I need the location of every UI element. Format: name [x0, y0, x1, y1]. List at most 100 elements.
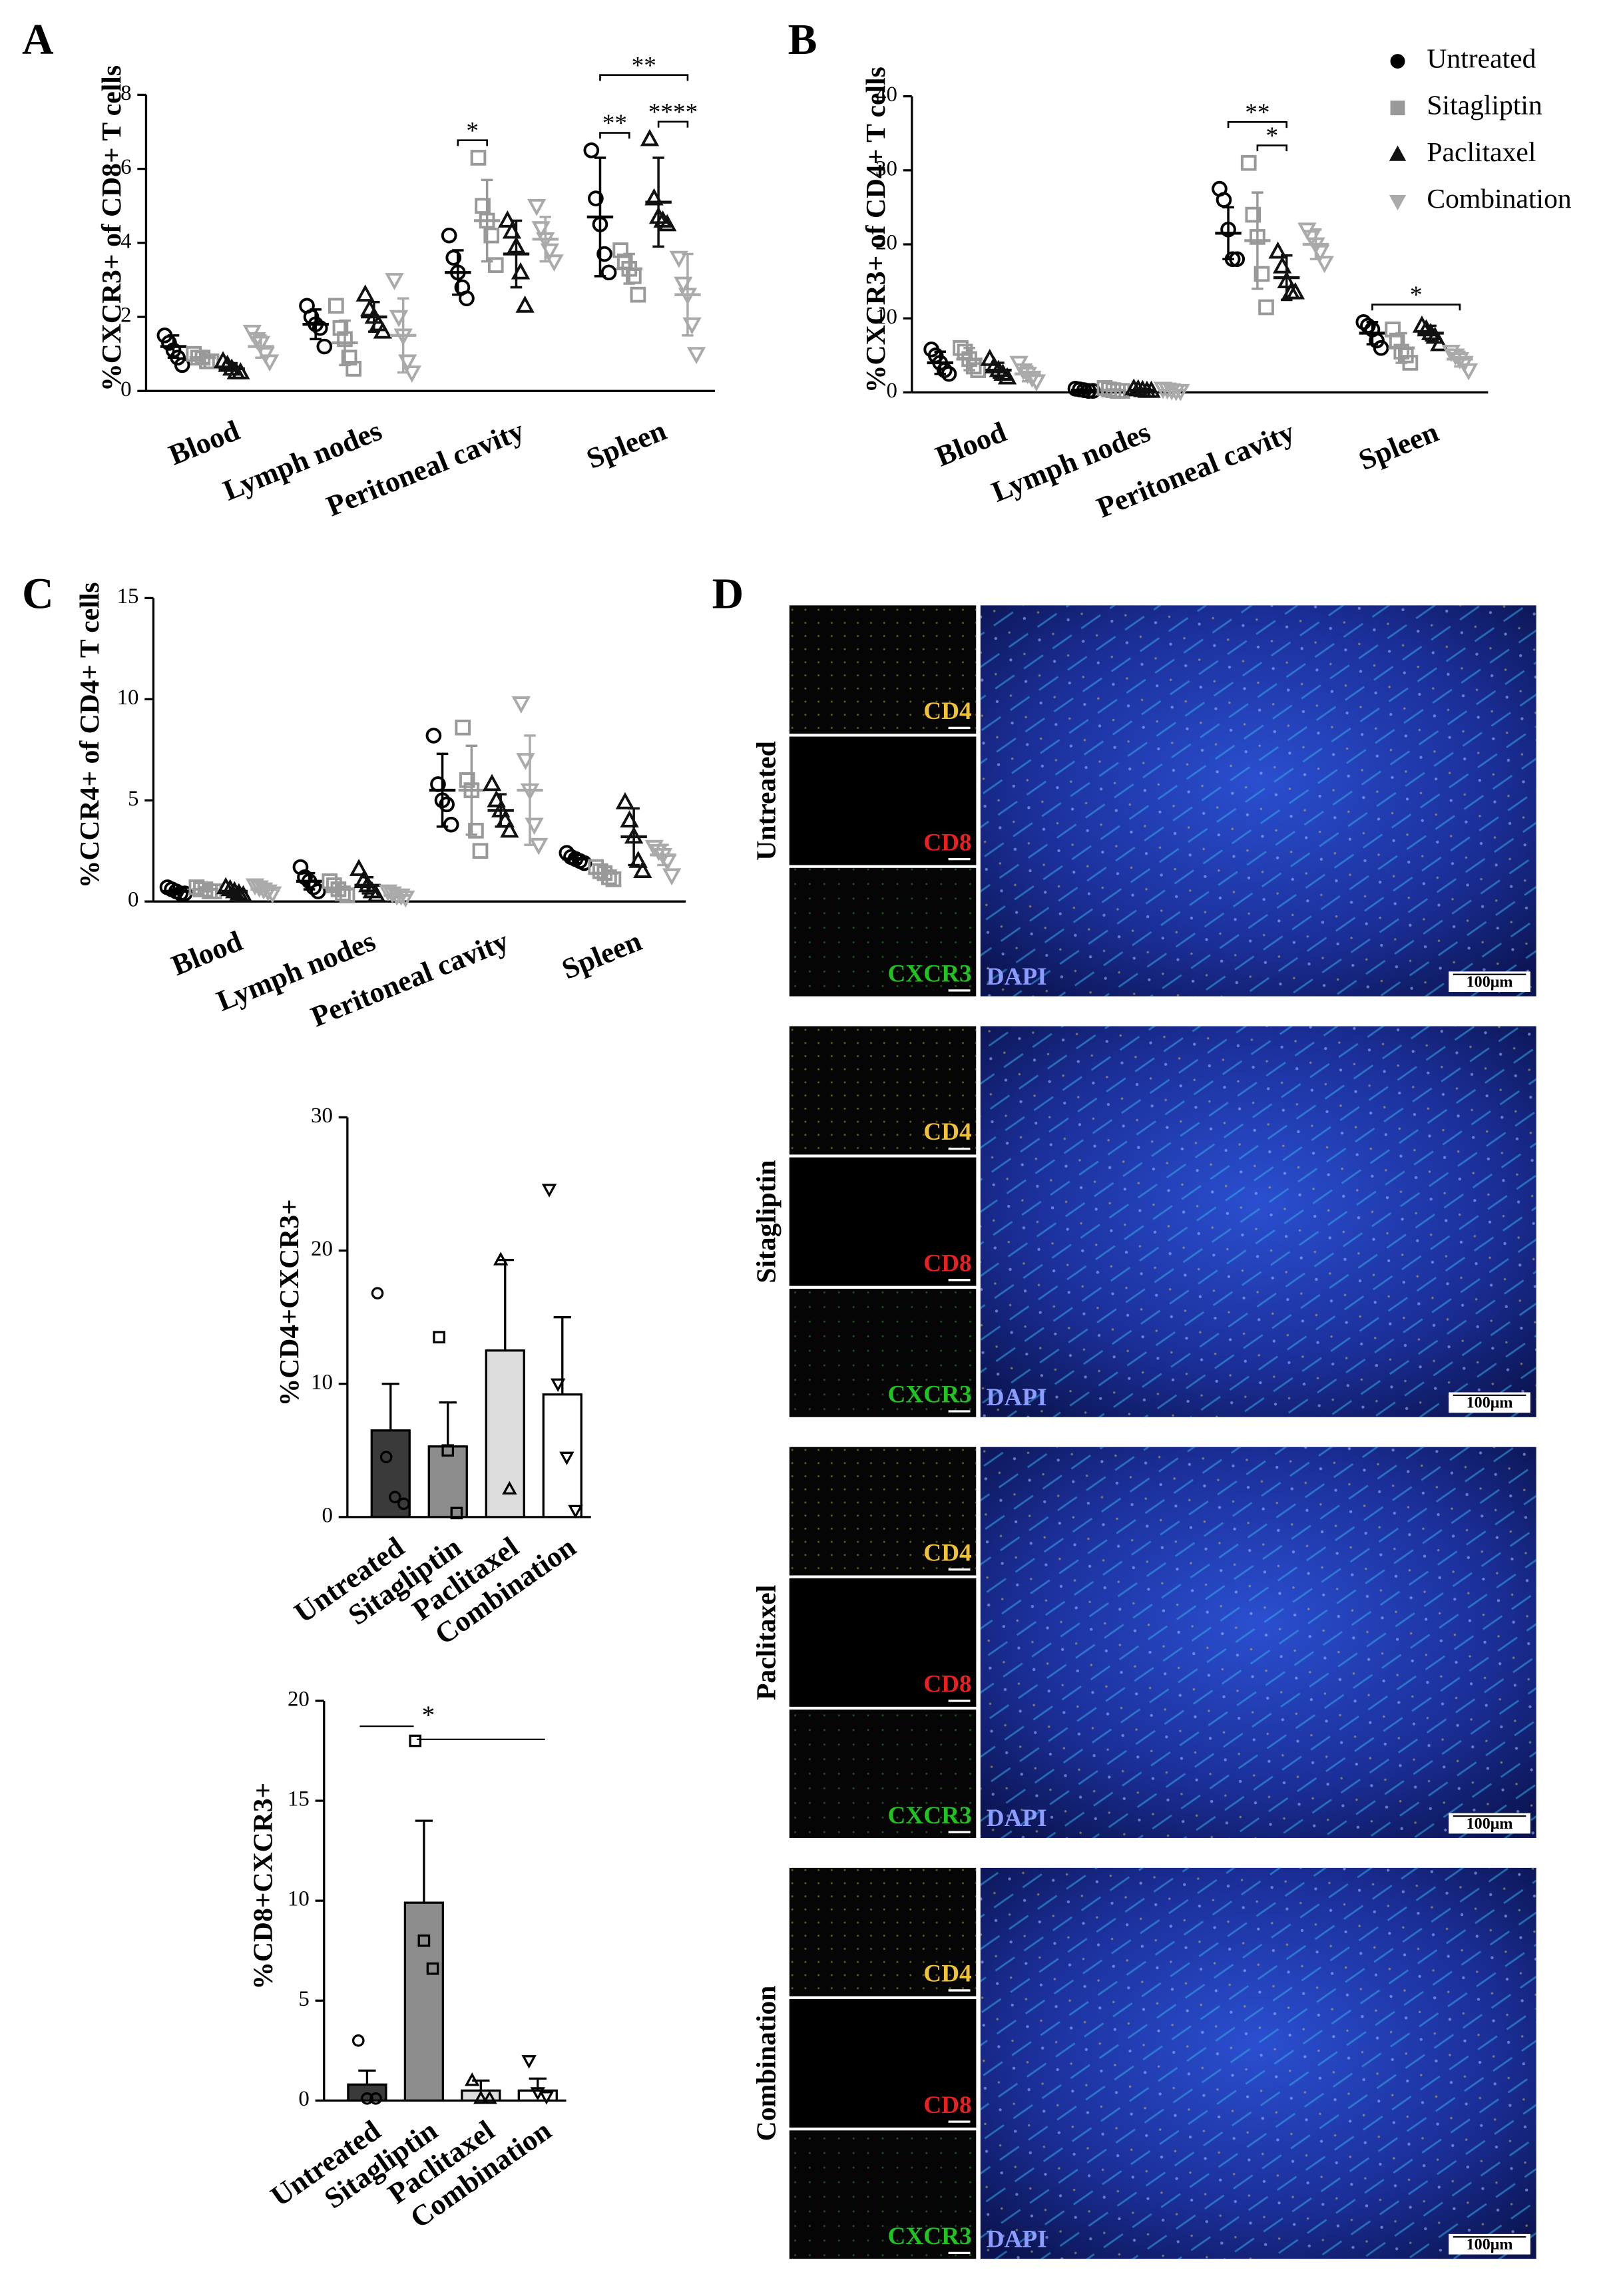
data-point: [541, 1184, 557, 1198]
y-tick-label: 10: [311, 1370, 333, 1394]
row-label: Sitagliptin: [752, 1160, 782, 1283]
significance-label: *: [1265, 122, 1278, 150]
scale-label: 100μm: [1467, 1395, 1513, 1412]
panel-letter: C: [22, 569, 53, 618]
channel-label: CD8: [923, 1250, 971, 1277]
scale-label: 100μm: [1467, 973, 1513, 991]
significance-bracket: [599, 132, 630, 139]
scale-label: 100μm: [1467, 1815, 1513, 1833]
data-point: [472, 843, 489, 859]
data-point: [1268, 241, 1287, 259]
y-tick-label: 0: [322, 1503, 332, 1527]
y-tick-label: 20: [288, 1688, 310, 1712]
data-point: [483, 227, 500, 244]
data-point: [459, 772, 475, 788]
legend-label: Untreated: [1427, 44, 1536, 75]
counterstain-label: DAPI: [987, 2225, 1047, 2253]
data-point: [1459, 363, 1479, 381]
data-point: [216, 877, 236, 895]
data-point: [470, 150, 487, 166]
data-point: [1245, 206, 1261, 223]
channel-label: CD8: [923, 829, 971, 856]
data-point: [335, 885, 351, 901]
significance-label: *: [1410, 282, 1423, 309]
row-label: Untreated: [752, 741, 782, 861]
data-point: [468, 823, 484, 839]
data-point: [1430, 334, 1449, 351]
data-point: [174, 357, 190, 373]
data-point: [539, 2091, 555, 2105]
data-point: [644, 839, 664, 857]
data-point: [630, 286, 646, 303]
data-point: [1258, 299, 1274, 316]
x-tick-label: Blood: [931, 416, 1011, 473]
data-point: [669, 250, 688, 268]
y-tick-label: 0: [298, 2087, 309, 2111]
channel-texture: [789, 1710, 977, 1838]
channel-texture: [789, 1447, 977, 1576]
data-point: [439, 796, 455, 813]
data-point: [1254, 266, 1270, 282]
data-point: [450, 1506, 463, 1520]
legend-label: Sitagliptin: [1427, 91, 1542, 121]
data-point: [231, 362, 250, 379]
x-tick-label: Spleen: [557, 925, 646, 986]
merged-texture: [980, 1447, 1536, 1838]
y-tick-label: 4: [120, 229, 131, 253]
significance-label: *: [422, 1700, 435, 1729]
data-point: [568, 1504, 583, 1519]
counterstain-label: DAPI: [987, 1805, 1047, 1832]
y-tick-label: 5: [128, 787, 138, 811]
data-point: [326, 877, 342, 893]
data-point: [441, 1444, 455, 1457]
data-point: [1315, 256, 1334, 274]
x-tick-label: Blood: [167, 925, 247, 983]
data-point: [433, 1331, 445, 1344]
data-point: [521, 2055, 537, 2069]
data-point: [515, 295, 535, 313]
merged-texture: [980, 1867, 1536, 2259]
x-tick-label: Spleen: [582, 415, 670, 475]
data-point: [601, 869, 617, 885]
data-point: [1373, 340, 1389, 356]
data-point: [351, 2034, 365, 2047]
data-point: [1240, 154, 1257, 171]
y-tick-label: 2: [120, 304, 131, 328]
channel-label: CD4: [923, 1118, 971, 1146]
y-tick-label: 0: [128, 888, 138, 912]
significance-label: *: [466, 117, 479, 144]
y-tick-label: 10: [288, 1887, 310, 1911]
channel-texture: [789, 1026, 977, 1155]
data-point: [662, 868, 682, 886]
y-tick-label: 6: [120, 155, 131, 179]
data-point: [473, 2090, 489, 2104]
data-point: [1285, 282, 1305, 300]
data-point: [633, 861, 652, 878]
data-point: [425, 728, 442, 744]
y-axis-label: %CXCR3+ of CD8+ T cells: [97, 65, 127, 391]
data-point: [559, 1451, 574, 1466]
legend-marker: [1390, 101, 1405, 116]
data-point: [409, 1734, 422, 1747]
panel-letter: D: [712, 569, 744, 618]
data-point: [361, 2092, 373, 2105]
y-tick-label: 0: [120, 377, 131, 401]
legend-label: Combination: [1427, 184, 1572, 214]
data-point: [371, 1287, 384, 1299]
data-point: [263, 886, 282, 904]
data-point: [328, 298, 344, 314]
channel-label: CXCR3: [887, 2223, 971, 2250]
data-point: [417, 1934, 431, 1947]
data-point: [310, 883, 326, 899]
bar: [370, 1429, 411, 1518]
y-axis-label: %CD8+CXCR3+: [248, 1783, 279, 1990]
data-point: [658, 214, 677, 232]
y-tick-label: 15: [117, 584, 139, 608]
y-tick-label: 8: [120, 81, 131, 105]
data-point: [297, 869, 313, 885]
data-point: [389, 1491, 401, 1504]
bar: [427, 1445, 468, 1518]
channel-label: CD8: [923, 2092, 971, 2119]
